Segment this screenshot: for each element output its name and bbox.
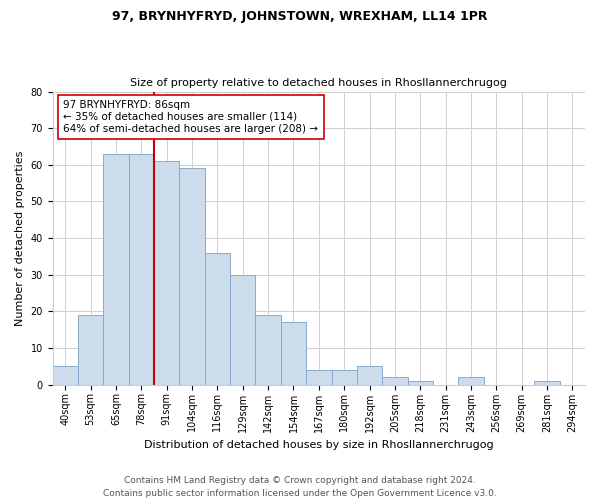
Bar xyxy=(332,370,357,384)
Bar xyxy=(205,253,230,384)
Bar xyxy=(103,154,129,384)
Text: 97, BRYNHYFRYD, JOHNSTOWN, WREXHAM, LL14 1PR: 97, BRYNHYFRYD, JOHNSTOWN, WREXHAM, LL14… xyxy=(112,10,488,23)
Bar xyxy=(407,381,433,384)
Y-axis label: Number of detached properties: Number of detached properties xyxy=(15,150,25,326)
Bar xyxy=(357,366,382,384)
Bar xyxy=(306,370,332,384)
Text: Contains HM Land Registry data © Crown copyright and database right 2024.
Contai: Contains HM Land Registry data © Crown c… xyxy=(103,476,497,498)
Bar xyxy=(256,315,281,384)
Bar xyxy=(230,274,256,384)
Bar xyxy=(382,378,407,384)
Bar xyxy=(129,154,154,384)
X-axis label: Distribution of detached houses by size in Rhosllannerchrugog: Distribution of detached houses by size … xyxy=(144,440,494,450)
Bar xyxy=(281,322,306,384)
Bar xyxy=(535,381,560,384)
Title: Size of property relative to detached houses in Rhosllannerchrugog: Size of property relative to detached ho… xyxy=(130,78,507,88)
Text: 97 BRYNHYFRYD: 86sqm
← 35% of detached houses are smaller (114)
64% of semi-deta: 97 BRYNHYFRYD: 86sqm ← 35% of detached h… xyxy=(63,100,318,134)
Bar xyxy=(53,366,78,384)
Bar xyxy=(179,168,205,384)
Bar xyxy=(154,161,179,384)
Bar xyxy=(78,315,103,384)
Bar xyxy=(458,378,484,384)
